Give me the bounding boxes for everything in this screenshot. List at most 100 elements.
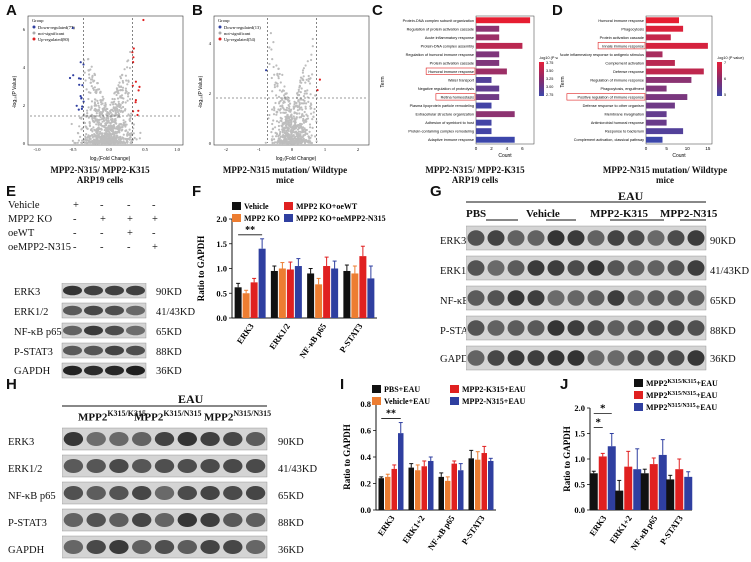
volcano-point [129, 50, 132, 54]
bar-chart-j: 0.0 0.5 1.0 1.5 2.0 Ratio to GAPDH ERK3 ERK1+2 N… [562, 379, 718, 552]
volcano-point [111, 113, 114, 116]
volcano-point [129, 136, 132, 139]
legend-label-suffix: +EAU [696, 391, 718, 400]
blot-label: ERK3 [14, 287, 41, 298]
legend-label-base: MPP2 [646, 379, 667, 388]
volcano-point [273, 86, 276, 89]
blot-strip [466, 285, 707, 311]
blot-band [467, 350, 485, 366]
volcano-point [96, 138, 99, 141]
blot-h-group-sup: K315/K315 [107, 409, 146, 418]
volcano-point [117, 89, 120, 92]
volcano-point [94, 117, 97, 120]
blot-band [223, 513, 243, 527]
volcano-point [119, 96, 122, 99]
volcano-point [298, 93, 301, 97]
volcano-point [90, 105, 93, 108]
volcano-point [283, 94, 286, 97]
volcano-point [88, 124, 91, 127]
volcano-point [93, 79, 96, 82]
volcano-point [282, 121, 285, 124]
y-tick-label: 0.2 [360, 479, 371, 489]
volcano-point [90, 100, 94, 103]
volcano-point [309, 126, 312, 129]
volcano-point [275, 64, 278, 67]
x-tick-label: P-STAT3 [337, 321, 364, 354]
volcano-point [104, 109, 107, 112]
volcano-point [270, 138, 273, 141]
go-bar [646, 51, 663, 58]
condition-mark: - [100, 200, 104, 211]
blot-band [687, 230, 705, 246]
go-bar-chart-c: Protein-DNA complex subunit organization… [380, 15, 558, 159]
volcano-point [124, 101, 127, 104]
volcano-point [303, 99, 306, 102]
volcano-point [315, 120, 318, 123]
volcano-b-xlabel: log₂(Fold Change) [276, 156, 317, 162]
blot-h-group: MPP2K315/N315 [134, 409, 202, 424]
volcano-point [92, 138, 96, 141]
volcano-point [126, 99, 129, 102]
volcano-point [288, 116, 291, 119]
blot-h-group-base: MPP2 [204, 411, 234, 424]
blot-band [154, 459, 175, 473]
volcano-point [290, 123, 293, 126]
caption-c: MPP2-N315/ MPP2-K315 ARP19 cells [400, 165, 550, 185]
volcano-point [275, 94, 278, 97]
volcano-point [112, 120, 115, 123]
volcano-point [282, 111, 285, 114]
volcano-point [119, 135, 122, 138]
blot-band [507, 320, 525, 336]
condition-label: oeMPP2-N315 [8, 242, 72, 253]
blot-band [86, 459, 106, 473]
volcano-point [281, 73, 284, 76]
blot-band [627, 350, 645, 366]
blot-band [547, 230, 565, 246]
blot-band [63, 459, 84, 473]
bar [481, 453, 487, 510]
volcano-point [108, 140, 111, 143]
volcano-point [311, 73, 314, 76]
volcano-point [268, 113, 271, 117]
volcano-point [296, 128, 300, 131]
volcano-point [87, 57, 90, 61]
volcano-point [118, 123, 121, 126]
bar [323, 266, 331, 318]
blot-band [607, 290, 625, 306]
go-term-label: Protein-DNA complex assembly [421, 44, 474, 48]
volcano-point [305, 140, 308, 143]
volcano-point [270, 131, 273, 134]
blot-band [627, 230, 645, 246]
volcano-point [91, 119, 94, 122]
volcano-point [78, 125, 81, 128]
y-tick-label: 0.8 [360, 399, 371, 409]
volcano-point [126, 83, 129, 86]
volcano-point [116, 125, 119, 128]
volcano-point [102, 117, 105, 121]
blot-band [647, 320, 665, 336]
blot-strip [466, 315, 707, 341]
condition-mark: - [73, 228, 77, 239]
volcano-point [90, 65, 93, 68]
volcano-point [316, 89, 319, 92]
volcano-point [126, 66, 129, 69]
volcano-point [98, 118, 101, 121]
legend-label-sup: K315/K315 [667, 379, 696, 385]
volcano-point [108, 113, 111, 116]
volcano-point [284, 120, 288, 123]
blot-band [86, 432, 106, 446]
volcano-point [97, 102, 100, 105]
volcano-a-xtick: -1.0 [33, 147, 41, 152]
blot-band [177, 486, 197, 500]
volcano-point [137, 109, 140, 112]
go-bar [476, 85, 500, 92]
volcano-point [283, 85, 286, 88]
go-bar [646, 60, 675, 66]
bar [615, 490, 624, 510]
volcano-point [102, 97, 105, 100]
volcano-point [121, 111, 124, 114]
blot-kd: 88KD [278, 518, 304, 529]
volcano-point [119, 140, 122, 143]
condition-mark: + [100, 214, 106, 225]
blot-band [607, 350, 625, 366]
